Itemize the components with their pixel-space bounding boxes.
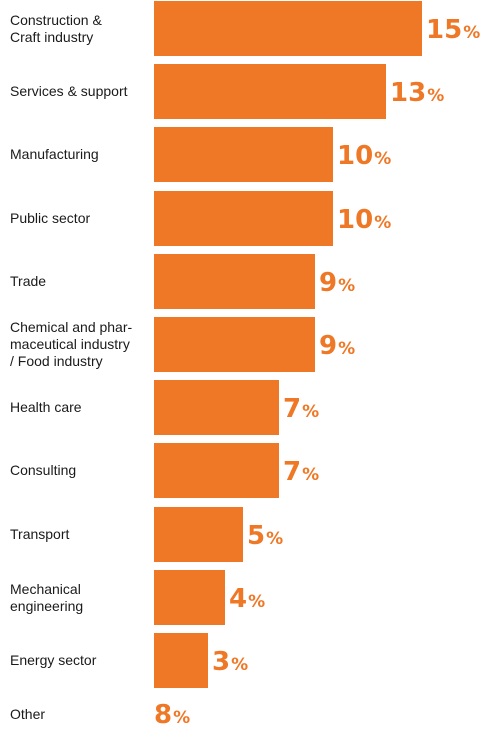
- category-label: Mechanical engineering: [10, 581, 84, 614]
- category-label: Chemical and phar- maceutical industry /…: [10, 319, 133, 369]
- category-label: Energy sector: [10, 652, 97, 668]
- bar-row: Energy sector 3%: [0, 633, 485, 688]
- value-unit: %: [302, 402, 320, 422]
- bar-row: Manufacturing 10%: [0, 127, 485, 182]
- bar-row: Health care 7%: [0, 380, 485, 435]
- value-number: 7: [283, 457, 302, 487]
- bar-row: Other 8%: [0, 696, 485, 751]
- value-number: 13: [390, 78, 427, 108]
- category-label: Trade: [10, 273, 47, 289]
- bar-row: Trade 9%: [0, 254, 485, 309]
- bar: [154, 443, 279, 498]
- value-label: 15%: [426, 15, 480, 48]
- bar: [154, 127, 333, 182]
- value-unit: %: [374, 213, 392, 233]
- bar: [154, 507, 243, 562]
- category-label: Construction & Craft industry: [10, 12, 102, 45]
- bar-row: Transport 5%: [0, 507, 485, 562]
- category-label: Health care: [10, 399, 82, 415]
- value-number: 8: [154, 700, 173, 730]
- bar-row: Chemical and phar- maceutical industry /…: [0, 317, 485, 372]
- value-unit: %: [231, 655, 249, 675]
- value-label: 4%: [229, 584, 265, 617]
- bar: [154, 254, 315, 309]
- bar-chart: Construction & Craft industry 15% Services…: [0, 1, 485, 730]
- bar-row: Mechanical engineering 4%: [0, 570, 485, 625]
- bar-row: Public sector 10%: [0, 191, 485, 246]
- value-unit: %: [338, 339, 356, 359]
- value-unit: %: [173, 708, 191, 728]
- value-number: 7: [283, 394, 302, 424]
- value-unit: %: [338, 276, 356, 296]
- value-unit: %: [427, 86, 445, 106]
- value-number: 5: [247, 521, 266, 551]
- bar: [154, 317, 315, 372]
- value-label: 9%: [319, 268, 355, 301]
- value-label: 3%: [212, 647, 248, 680]
- category-label: Other: [10, 706, 46, 722]
- value-number: 3: [212, 647, 231, 677]
- value-unit: %: [266, 529, 284, 549]
- value-unit: %: [463, 23, 481, 43]
- value-unit: %: [374, 149, 392, 169]
- bar-row: Services & support 13%: [0, 64, 485, 119]
- category-label: Transport: [10, 526, 70, 542]
- value-label: 9%: [319, 331, 355, 364]
- value-unit: %: [248, 592, 266, 612]
- category-label: Consulting: [10, 462, 77, 478]
- value-label: 8%: [154, 700, 190, 733]
- value-label: 5%: [247, 521, 283, 554]
- value-number: 9: [319, 268, 338, 298]
- category-label: Public sector: [10, 210, 91, 226]
- bar: [154, 191, 333, 246]
- value-label: 10%: [337, 205, 391, 238]
- value-number: 15: [426, 15, 463, 45]
- bar-row: Construction & Craft industry 15%: [0, 1, 485, 56]
- value-number: 4: [229, 584, 248, 614]
- bar: [154, 64, 386, 119]
- value-number: 9: [319, 331, 338, 361]
- value-label: 7%: [283, 457, 319, 490]
- value-number: 10: [337, 141, 374, 171]
- category-label: Manufacturing: [10, 146, 99, 162]
- value-label: 13%: [390, 78, 444, 111]
- value-label: 10%: [337, 141, 391, 174]
- bar: [154, 1, 422, 56]
- bar: [154, 570, 225, 625]
- bar: [154, 380, 279, 435]
- category-label: Services & support: [10, 83, 128, 99]
- value-unit: %: [302, 465, 320, 485]
- value-label: 7%: [283, 394, 319, 427]
- value-number: 10: [337, 205, 374, 235]
- bar: [154, 633, 208, 688]
- bar-row: Consulting 7%: [0, 443, 485, 498]
